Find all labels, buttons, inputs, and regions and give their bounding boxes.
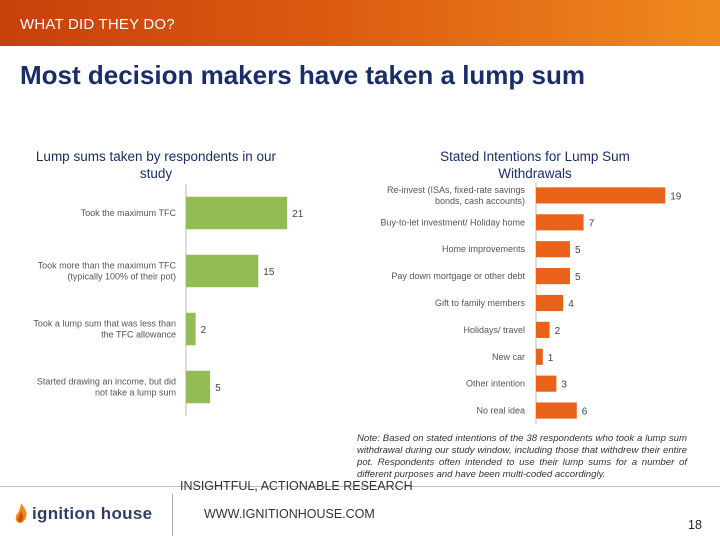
category-label: Pay down mortgage or other debt	[391, 271, 525, 281]
category-label: Gift to family members	[435, 298, 526, 308]
left-chart-title: Lump sums taken by respondents in our st…	[35, 149, 277, 181]
category-label: Buy-to-let investment/ Holiday home	[380, 217, 525, 227]
footer-divider	[172, 494, 173, 536]
bar	[536, 214, 584, 231]
footnote: Note: Based on stated intentions of the …	[357, 433, 687, 480]
bar	[186, 196, 288, 230]
bar	[536, 268, 570, 285]
left-bar-chart: 21 Took the maximum TFC 15 Took more than t…	[33, 184, 304, 416]
right-bar-chart: 19 Re-invest (ISAs, fixed-rate savings bon…	[380, 182, 682, 424]
bar	[536, 187, 666, 204]
logo-text: ignition house	[32, 504, 153, 523]
footer-divider-line	[0, 486, 720, 487]
value-label: 5	[575, 245, 581, 256]
value-label: 3	[561, 380, 567, 391]
value-label: 5	[215, 383, 221, 394]
bar	[536, 375, 557, 392]
value-label: 2	[555, 326, 561, 337]
value-label: 2	[201, 325, 207, 336]
category-label: New car	[492, 352, 525, 362]
bar	[536, 241, 570, 258]
header-bar: WHAT DID THEY DO?	[0, 0, 720, 46]
section-title: WHAT DID THEY DO?	[20, 16, 175, 33]
value-label: 1	[548, 353, 554, 364]
value-label: 5	[575, 272, 581, 283]
value-label: 15	[263, 267, 275, 278]
category-label: Took more than the maximum TFC (typically…	[38, 261, 177, 282]
bar	[536, 321, 550, 338]
category-label: Started drawing an income, but did not ta…	[37, 377, 176, 398]
logo: ignition house	[12, 502, 152, 526]
bar	[186, 254, 259, 288]
flame-icon	[15, 503, 27, 523]
page-number: 18	[688, 518, 702, 532]
category-label: Re-invest (ISAs, fixed-rate savings bonds…	[387, 185, 526, 206]
right-chart-title: Stated Intentions for Lump Sum Withdrawa…	[440, 149, 630, 181]
category-label: No real idea	[476, 406, 525, 416]
bar	[536, 402, 577, 419]
value-label: 21	[292, 209, 304, 220]
value-label: 6	[582, 407, 588, 418]
value-label: 4	[568, 299, 574, 310]
category-label: Took a lump sum that was less than the TF…	[33, 319, 176, 340]
bar	[186, 312, 196, 346]
bar	[536, 348, 543, 365]
website-link[interactable]: WWW.IGNITIONHOUSE.COM	[204, 507, 375, 521]
value-label: 19	[670, 191, 682, 202]
category-label: Other intention	[466, 379, 525, 389]
bar	[186, 370, 211, 404]
category-label: Holidays/ travel	[463, 325, 525, 335]
tagline: INSIGHTFUL, ACTIONABLE RESEARCH	[180, 479, 413, 493]
value-label: 7	[589, 218, 595, 229]
page-headline: Most decision makers have taken a lump s…	[20, 60, 585, 90]
category-label: Took the maximum TFC	[81, 208, 177, 218]
bar	[536, 294, 564, 312]
category-label: Home improvements	[442, 244, 526, 254]
